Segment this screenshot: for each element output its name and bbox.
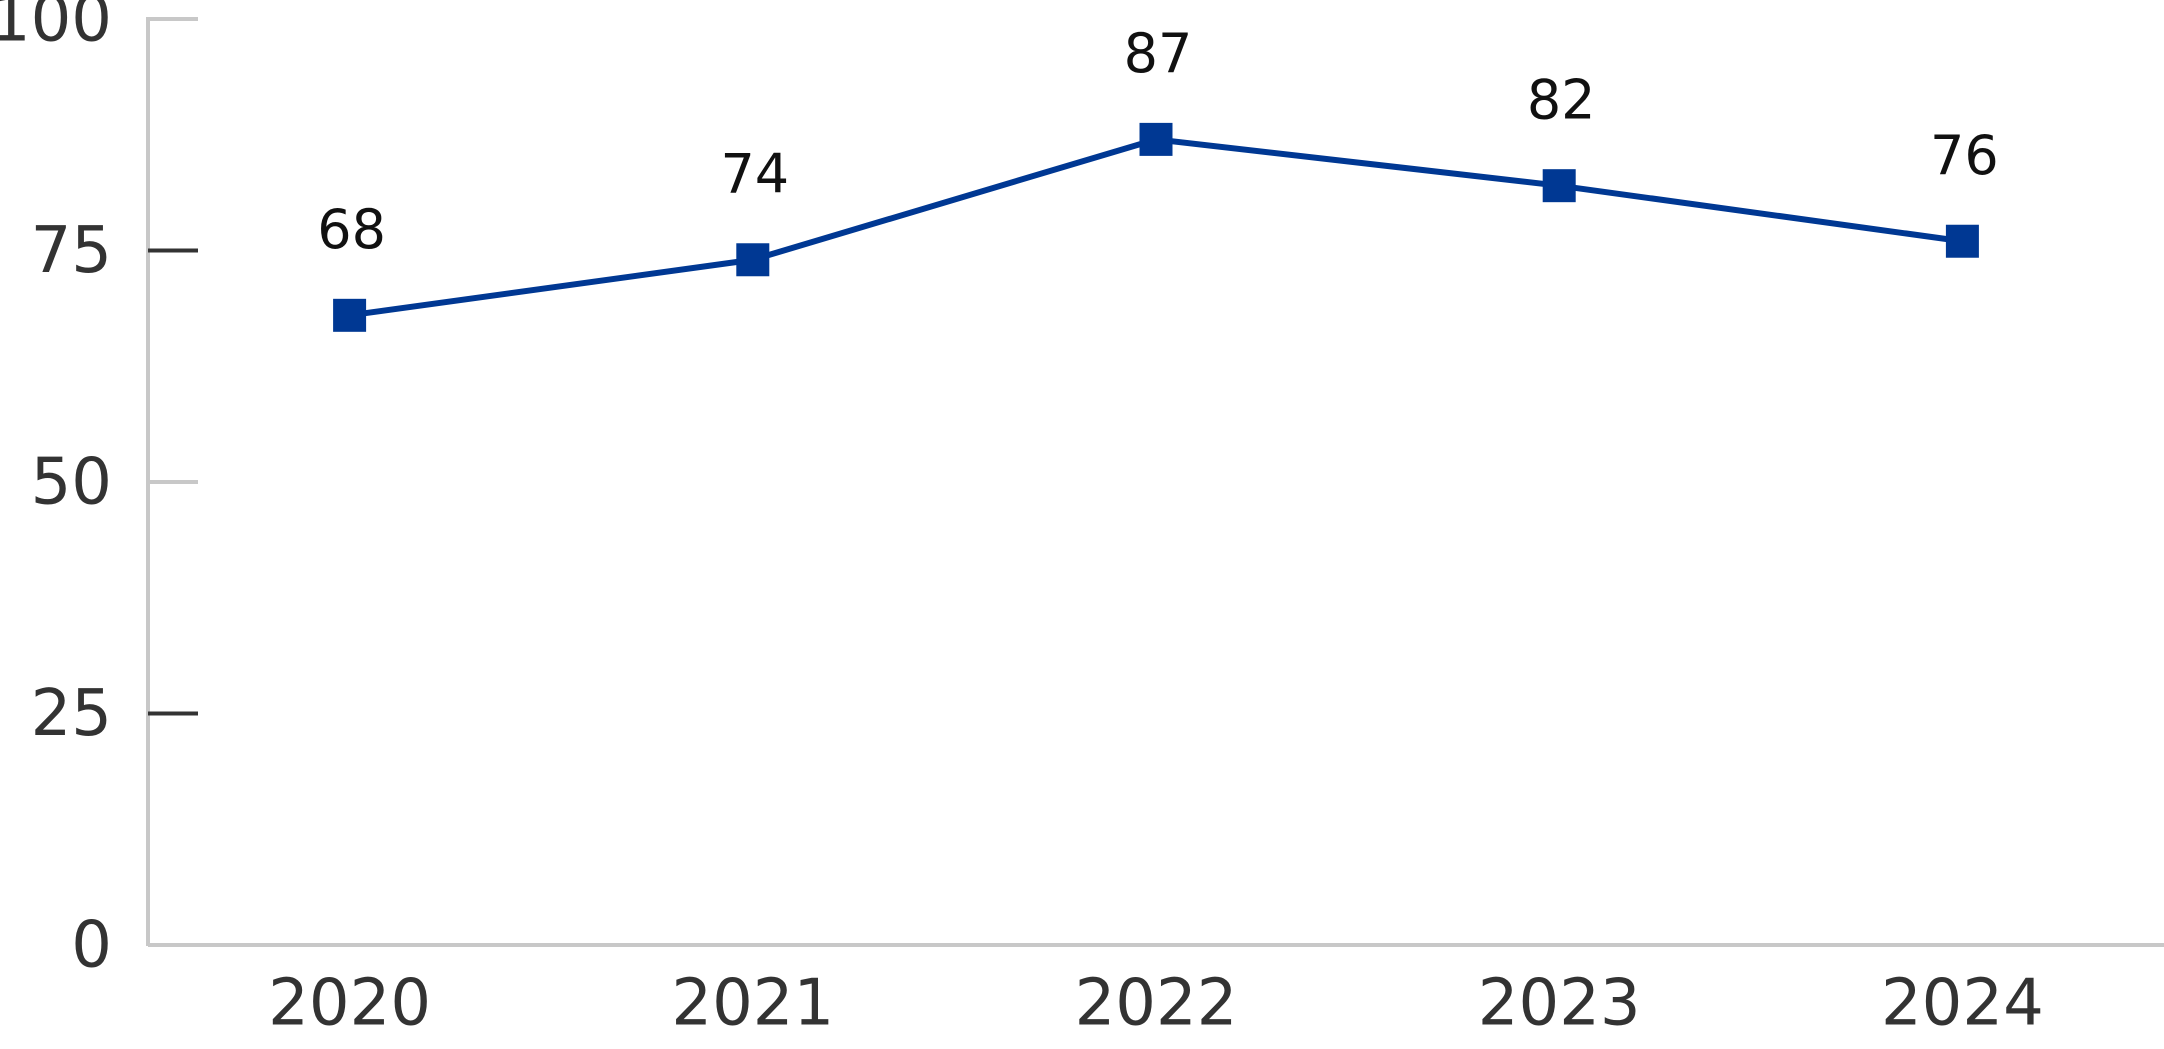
y-tick-label: 75	[31, 214, 112, 288]
marker	[1139, 122, 1173, 156]
marker	[333, 298, 367, 332]
y-tick-label: 50	[31, 446, 112, 520]
marker	[1945, 224, 1979, 258]
x-tick-label: 2021	[671, 967, 834, 1041]
series-line	[349, 136, 1963, 319]
value-label: 82	[1527, 68, 1596, 131]
x-tick-label: 2024	[1881, 967, 2044, 1041]
x-tick-label: 2022	[1075, 967, 1238, 1041]
value-label: 87	[1124, 22, 1193, 85]
x-tick-label: 2020	[268, 967, 431, 1041]
marker	[1542, 169, 1576, 203]
x-tick-label: 2023	[1478, 967, 1641, 1041]
value-label: 76	[1930, 124, 1999, 187]
y-tick-label: 0	[71, 909, 112, 983]
value-label: 74	[720, 142, 789, 205]
y-tick-label: 100	[0, 0, 112, 57]
value-label: 68	[317, 198, 386, 261]
marker	[736, 243, 770, 277]
y-tick-label: 25	[31, 677, 112, 751]
